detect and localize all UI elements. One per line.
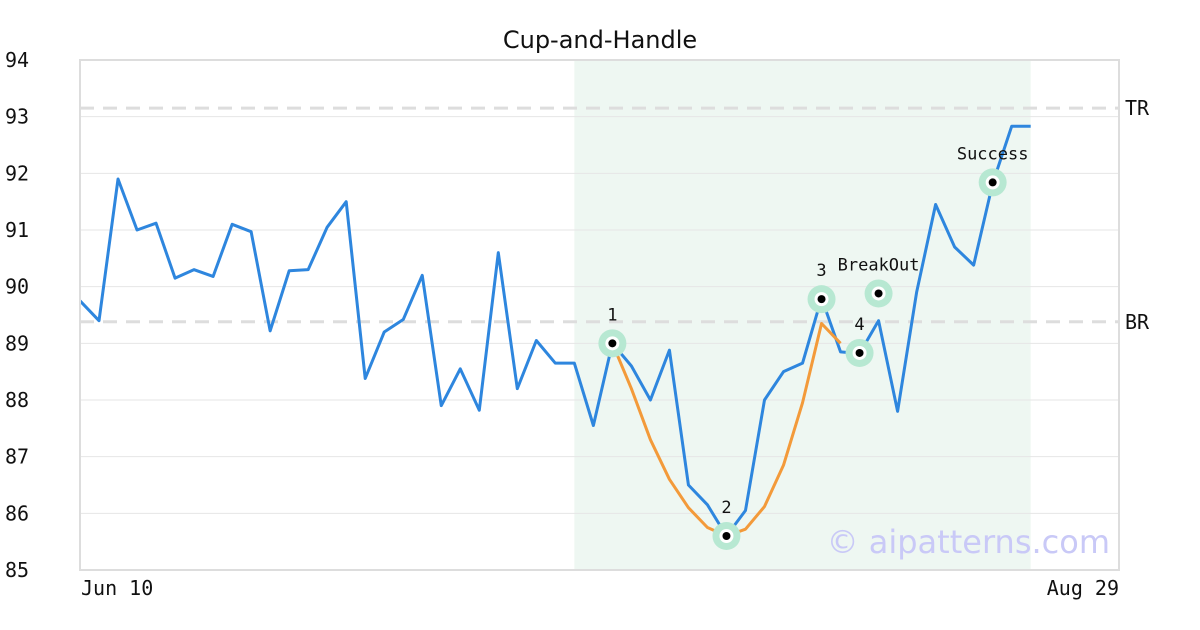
point-label-2: 2 — [721, 498, 731, 518]
point-marker-success — [988, 178, 997, 187]
y-tick-label: 93 — [5, 105, 29, 129]
chart-title: Cup-and-Handle — [503, 26, 697, 54]
point-label-4: 4 — [854, 315, 864, 335]
y-tick-label: 85 — [5, 558, 29, 582]
y-tick-label: 89 — [5, 331, 29, 355]
y-tick-label: 86 — [5, 501, 29, 525]
pattern-region — [574, 60, 1031, 570]
point-marker-4 — [855, 348, 864, 357]
y-axis-ticks: 85 86 87 88 89 90 91 92 93 94 — [5, 48, 29, 582]
points-layer: 1 2 3 4 BreakOut Success — [598, 144, 1028, 550]
reference-label-tr: TR — [1125, 96, 1150, 120]
point-label-3: 3 — [816, 261, 826, 281]
point-marker-2 — [722, 532, 731, 540]
price-series-line — [78, 124, 1031, 538]
reference-label-br: BR — [1125, 310, 1150, 334]
y-tick-label: 92 — [5, 161, 29, 185]
x-tick-label-start: Jun 10 — [81, 576, 153, 600]
x-tick-label-end: Aug 29 — [1047, 576, 1119, 600]
point-label-1: 1 — [607, 305, 617, 325]
point-marker-1 — [608, 339, 617, 348]
y-tick-label: 90 — [5, 275, 29, 299]
plot-frame — [79, 59, 1120, 571]
point-label-breakout: BreakOut — [838, 255, 920, 275]
highlight-region-layer — [574, 60, 1031, 570]
y-tick-label: 91 — [5, 218, 29, 242]
watermark: © aipatterns.com — [827, 523, 1110, 561]
y-tick-label: 87 — [5, 445, 29, 469]
y-tick-label: 88 — [5, 388, 29, 412]
point-marker-3 — [817, 295, 826, 304]
point-marker-breakout — [874, 289, 883, 298]
y-tick-label: 94 — [5, 48, 29, 72]
reference-lines-layer: TR BR — [80, 96, 1150, 334]
point-label-success: Success — [957, 144, 1029, 164]
